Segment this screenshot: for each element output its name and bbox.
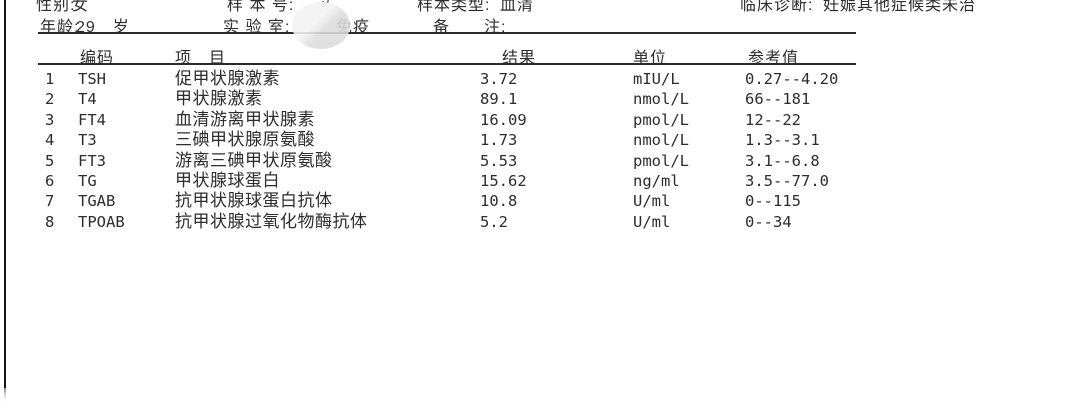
row-result: 3.72	[480, 70, 518, 88]
row-item: 三碘甲状腺原氨酸	[175, 130, 315, 150]
table-row: 6 TG 甲状腺球蛋白 15.62 ng/ml 3.5--77.0	[0, 171, 1080, 191]
row-code: TGAB	[78, 192, 116, 211]
row-no: 3	[45, 110, 55, 129]
lab-label: 实 验 室:	[223, 19, 291, 36]
gender-value: 女	[72, 0, 90, 14]
row-unit: pmol/L	[633, 151, 689, 170]
row-result: 15.62	[480, 171, 527, 190]
row-no: 1	[45, 70, 55, 88]
header-code: 编码	[80, 50, 115, 67]
row-result: 16.09	[480, 110, 527, 129]
row-unit: pmol/L	[633, 110, 689, 129]
row-item: 抗甲状腺球蛋白抗体	[175, 191, 333, 211]
row-reference: 3.1--6.8	[745, 151, 820, 170]
row-code: TSH	[78, 70, 106, 88]
row-reference: 66--181	[745, 90, 811, 109]
row-unit: U/ml	[633, 192, 671, 211]
row-item: 游离三碘甲状原氨酸	[175, 150, 333, 170]
diagnosis-label: 临床诊断:	[740, 0, 814, 14]
table-row: 8 TPOAB 抗甲状腺过氧化物酶抗体 5.2 U/ml 0--34	[0, 212, 1080, 232]
row-code: FT3	[78, 151, 106, 170]
row-unit: U/ml	[633, 212, 671, 231]
row-code: T3	[78, 131, 97, 150]
sample-no-label: 样 本 号:	[227, 0, 295, 14]
header-reference: 参考值	[748, 50, 800, 67]
row-reference: 3.5--77.0	[745, 171, 829, 190]
results-table: 1 TSH 促甲状腺激素 3.72 mIU/L 0.27--4.20 2 T4 …	[0, 69, 1080, 232]
row-reference: 0.27--4.20	[745, 70, 839, 88]
row-no: 2	[45, 90, 55, 109]
row-result: 89.1	[480, 90, 518, 109]
row-no: 8	[45, 212, 55, 231]
row-unit: nmol/L	[633, 131, 689, 150]
table-row: 7 TGAB 抗甲状腺球蛋白抗体 10.8 U/ml 0--115	[0, 191, 1080, 211]
sample-type-label: 样本类型:	[417, 0, 491, 14]
table-row: 4 T3 三碘甲状腺原氨酸 1.73 nmol/L 1.3--3.1	[0, 130, 1080, 150]
header-item: 项 目	[175, 50, 227, 67]
patient-info-line-1: 性别: 女 样 本 号: J 样本类型: 血清 临床诊断: 妊娠其他症候类未治	[0, 0, 1080, 14]
age-label: 年龄:	[40, 19, 80, 36]
sample-type-value: 血清	[500, 0, 535, 14]
row-result: 5.2	[480, 212, 508, 231]
row-no: 7	[45, 192, 55, 211]
row-no: 5	[45, 151, 55, 170]
row-item: 抗甲状腺过氧化物酶抗体	[175, 211, 368, 231]
row-result: 10.8	[480, 192, 518, 211]
scan-edge-line	[4, 0, 6, 388]
diagnosis-value: 妊娠其他症候类未治	[823, 0, 977, 14]
header-unit: 单位	[633, 50, 668, 67]
table-row: 2 T4 甲状腺激素 89.1 nmol/L 66--181	[0, 89, 1080, 109]
row-result: 1.73	[480, 131, 518, 150]
row-item: 甲状腺激素	[175, 89, 263, 109]
row-no: 4	[45, 131, 55, 150]
row-unit: mIU/L	[633, 70, 680, 88]
remark-label: 备 注:	[433, 19, 507, 36]
header-result: 结果	[502, 50, 537, 67]
table-header-row: 编码 项 目 结果 单位 参考值	[0, 44, 1080, 67]
gender-label: 性别:	[36, 0, 76, 14]
row-code: T4	[78, 90, 97, 109]
row-reference: 0--34	[745, 212, 792, 231]
row-code: TG	[78, 171, 97, 190]
row-reference: 12--22	[745, 110, 801, 129]
header-divider-top	[38, 32, 856, 34]
row-reference: 0--115	[745, 192, 801, 211]
table-row: 3 FT4 血清游离甲状腺素 16.09 pmol/L 12--22	[0, 110, 1080, 130]
age-value: 29 岁	[76, 19, 130, 36]
row-item: 甲状腺球蛋白	[175, 170, 280, 190]
row-result: 5.53	[480, 151, 518, 170]
table-row: 5 FT3 游离三碘甲状原氨酸 5.53 pmol/L 3.1--6.8	[0, 151, 1080, 171]
row-unit: ng/ml	[633, 171, 680, 190]
table-row: 1 TSH 促甲状腺激素 3.72 mIU/L 0.27--4.20	[0, 69, 1080, 89]
row-no: 6	[45, 171, 55, 190]
row-item: 促甲状腺激素	[175, 69, 280, 88]
row-unit: nmol/L	[633, 90, 689, 109]
header-divider-bottom	[38, 63, 856, 65]
scan-edge-line-fade	[4, 388, 6, 402]
row-reference: 1.3--3.1	[745, 131, 820, 150]
redaction-blob	[292, 2, 350, 49]
row-code: TPOAB	[78, 212, 125, 231]
row-item: 血清游离甲状腺素	[175, 109, 315, 129]
row-code: FT4	[78, 110, 106, 129]
